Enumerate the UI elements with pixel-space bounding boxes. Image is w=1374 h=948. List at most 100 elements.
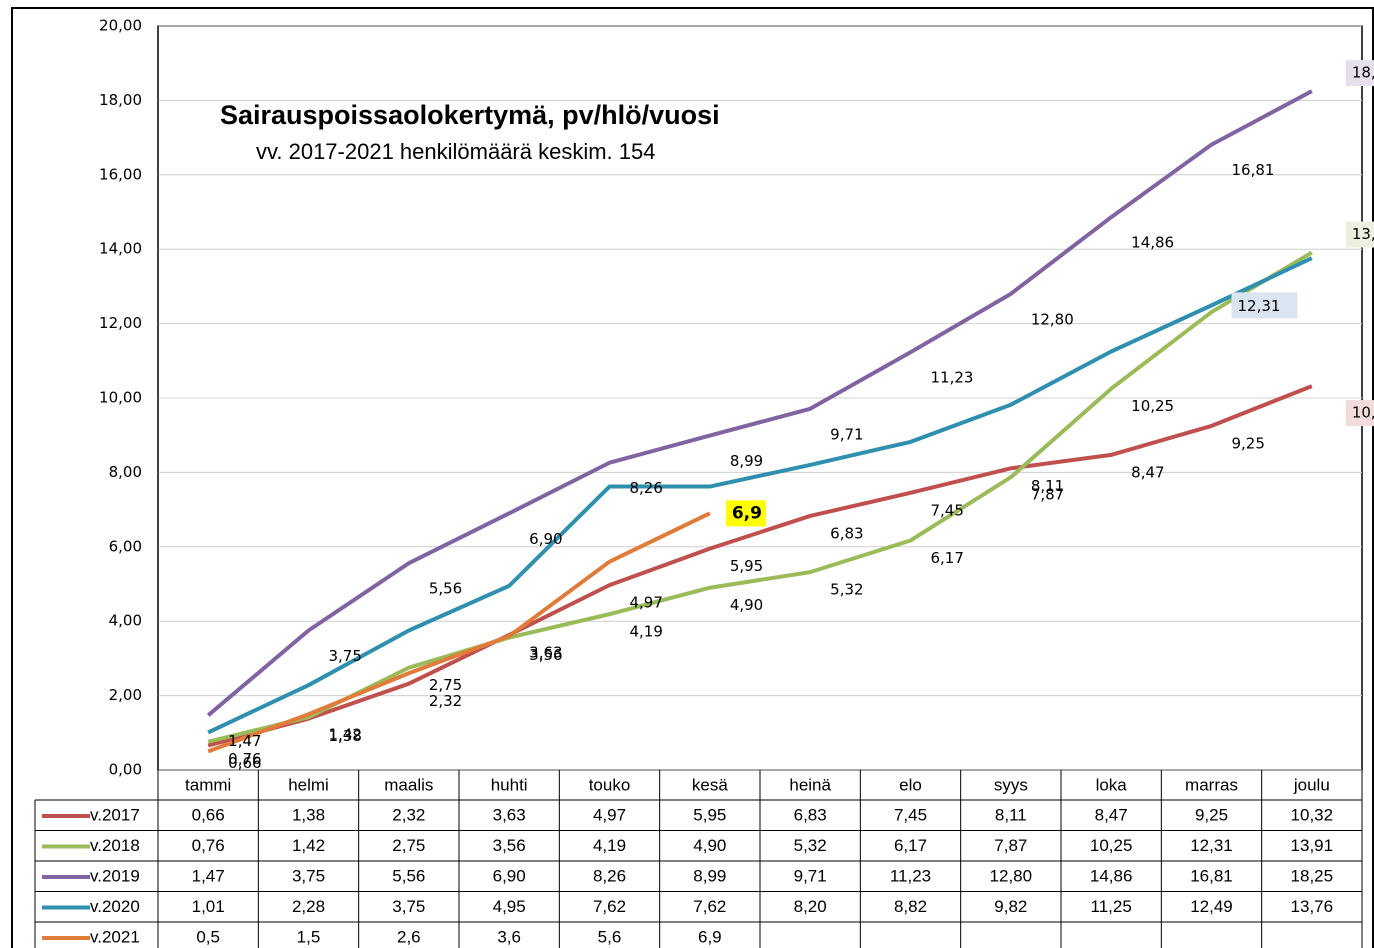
table-cell: 13,91 <box>1291 836 1334 855</box>
table-cell: 2,75 <box>392 836 425 855</box>
label-box <box>1231 292 1298 319</box>
data-label: 10,25 <box>1131 397 1174 415</box>
data-label: 4,90 <box>730 596 763 614</box>
data-label: 14,86 <box>1131 234 1174 252</box>
data-label: 3,56 <box>529 646 562 664</box>
data-label: 8,11 <box>1031 477 1064 495</box>
chart-title: Sairauspoissaolokertymä, pv/hlö/vuosi <box>220 100 720 130</box>
data-label: 6,90 <box>529 530 562 548</box>
table-cell: 1,01 <box>192 897 225 916</box>
x-tick-label: loka <box>1096 775 1128 794</box>
data-label: 2,75 <box>429 676 462 694</box>
x-tick-label: touko <box>589 775 631 794</box>
table-cell: 12,49 <box>1190 897 1233 916</box>
series-line <box>207 511 711 754</box>
data-label: 10,32 <box>1352 404 1374 422</box>
table-cell: 7,62 <box>593 897 626 916</box>
table-cell: 3,63 <box>493 805 526 824</box>
data-label: 3,63 <box>529 643 562 661</box>
data-label: 5,32 <box>830 581 863 599</box>
data-label: 6,83 <box>830 524 863 542</box>
table-cell: 9,25 <box>1195 805 1228 824</box>
x-tick-label: kesä <box>692 775 728 794</box>
legend-label: v.2019 <box>90 866 140 885</box>
table-cell: 0,66 <box>192 805 225 824</box>
table-cell: 9,82 <box>994 897 1027 916</box>
table-cell: 4,19 <box>593 836 626 855</box>
data-label: 8,99 <box>730 452 763 470</box>
data-label: 1,38 <box>329 727 362 745</box>
data-label: 6,17 <box>931 549 964 567</box>
x-tick-label: marras <box>1185 775 1238 794</box>
table-cell: 0,5 <box>196 927 220 946</box>
table-cell: 8,82 <box>894 897 927 916</box>
table-cell: 1,47 <box>192 866 225 885</box>
x-tick-label: helmi <box>288 775 329 794</box>
table-cell: 16,81 <box>1190 866 1233 885</box>
y-tick-label: 12,00 <box>99 314 142 332</box>
legend-label: v.2021 <box>90 927 140 946</box>
data-label: 9,25 <box>1232 434 1265 452</box>
table-cell: 1,38 <box>292 805 325 824</box>
table-cell: 9,71 <box>794 866 827 885</box>
table-cell: 2,28 <box>292 897 325 916</box>
table-cell: 10,32 <box>1291 805 1334 824</box>
table-cell: 12,80 <box>990 866 1033 885</box>
series-line <box>206 89 1313 717</box>
data-label: 0,76 <box>228 750 261 768</box>
y-tick-label: 14,00 <box>99 240 142 258</box>
data-label: 11,23 <box>931 369 974 387</box>
data-label: 16,81 <box>1232 161 1275 179</box>
table-cell: 6,9 <box>698 927 722 946</box>
legend-label: v.2020 <box>90 897 140 916</box>
table-cell: 1,5 <box>297 927 321 946</box>
table-cell: 8,11 <box>995 805 1027 824</box>
x-tick-label: syys <box>994 775 1028 794</box>
data-label: 12,80 <box>1031 310 1074 328</box>
data-label: 3,75 <box>329 647 362 665</box>
table-cell: 4,95 <box>493 897 526 916</box>
table-cell: 8,47 <box>1095 805 1128 824</box>
data-label: 6,9 <box>732 503 762 523</box>
table-cell: 8,99 <box>693 866 726 885</box>
x-tick-label: heinä <box>789 775 831 794</box>
table-cell: 11,25 <box>1091 897 1132 916</box>
table-cell: 5,56 <box>392 866 425 885</box>
data-label: 8,47 <box>1131 463 1164 481</box>
label-box <box>1345 221 1374 248</box>
legend-label: v.2018 <box>90 836 140 855</box>
series-line <box>207 384 1313 748</box>
table-cell: 4,90 <box>693 836 726 855</box>
data-label: 2,32 <box>429 692 462 710</box>
table-cell: 1,42 <box>292 836 325 855</box>
table-cell: 3,6 <box>497 927 521 946</box>
table-cell: 7,87 <box>994 836 1027 855</box>
data-label: 5,56 <box>429 580 462 598</box>
data-label: 1,42 <box>329 726 362 744</box>
table-cell: 3,75 <box>392 897 425 916</box>
data-label: 1,47 <box>228 732 261 750</box>
series-line <box>207 250 1313 744</box>
series-line <box>207 256 1313 735</box>
label-box <box>1345 60 1374 87</box>
outer-frame <box>11 7 1374 948</box>
table-cell: 5,6 <box>598 927 622 946</box>
data-label: 9,71 <box>830 425 863 443</box>
table-cell: 7,45 <box>894 805 927 824</box>
table-cell: 14,86 <box>1090 866 1133 885</box>
data-label: 18,25 <box>1352 64 1374 82</box>
data-label: 13,91 <box>1352 225 1374 243</box>
table-cell: 5,32 <box>794 836 827 855</box>
legend-label: v.2017 <box>90 805 140 824</box>
table-cell: 6,90 <box>493 866 526 885</box>
table-cell: 10,25 <box>1090 836 1133 855</box>
label-highlight <box>725 500 766 527</box>
x-tick-label: tammi <box>185 775 231 794</box>
y-tick-label: 16,00 <box>99 165 142 183</box>
data-label: 5,95 <box>730 557 763 575</box>
table-cell: 6,17 <box>894 836 927 855</box>
y-tick-label: 10,00 <box>99 389 142 407</box>
data-label: 12,31 <box>1238 297 1281 315</box>
